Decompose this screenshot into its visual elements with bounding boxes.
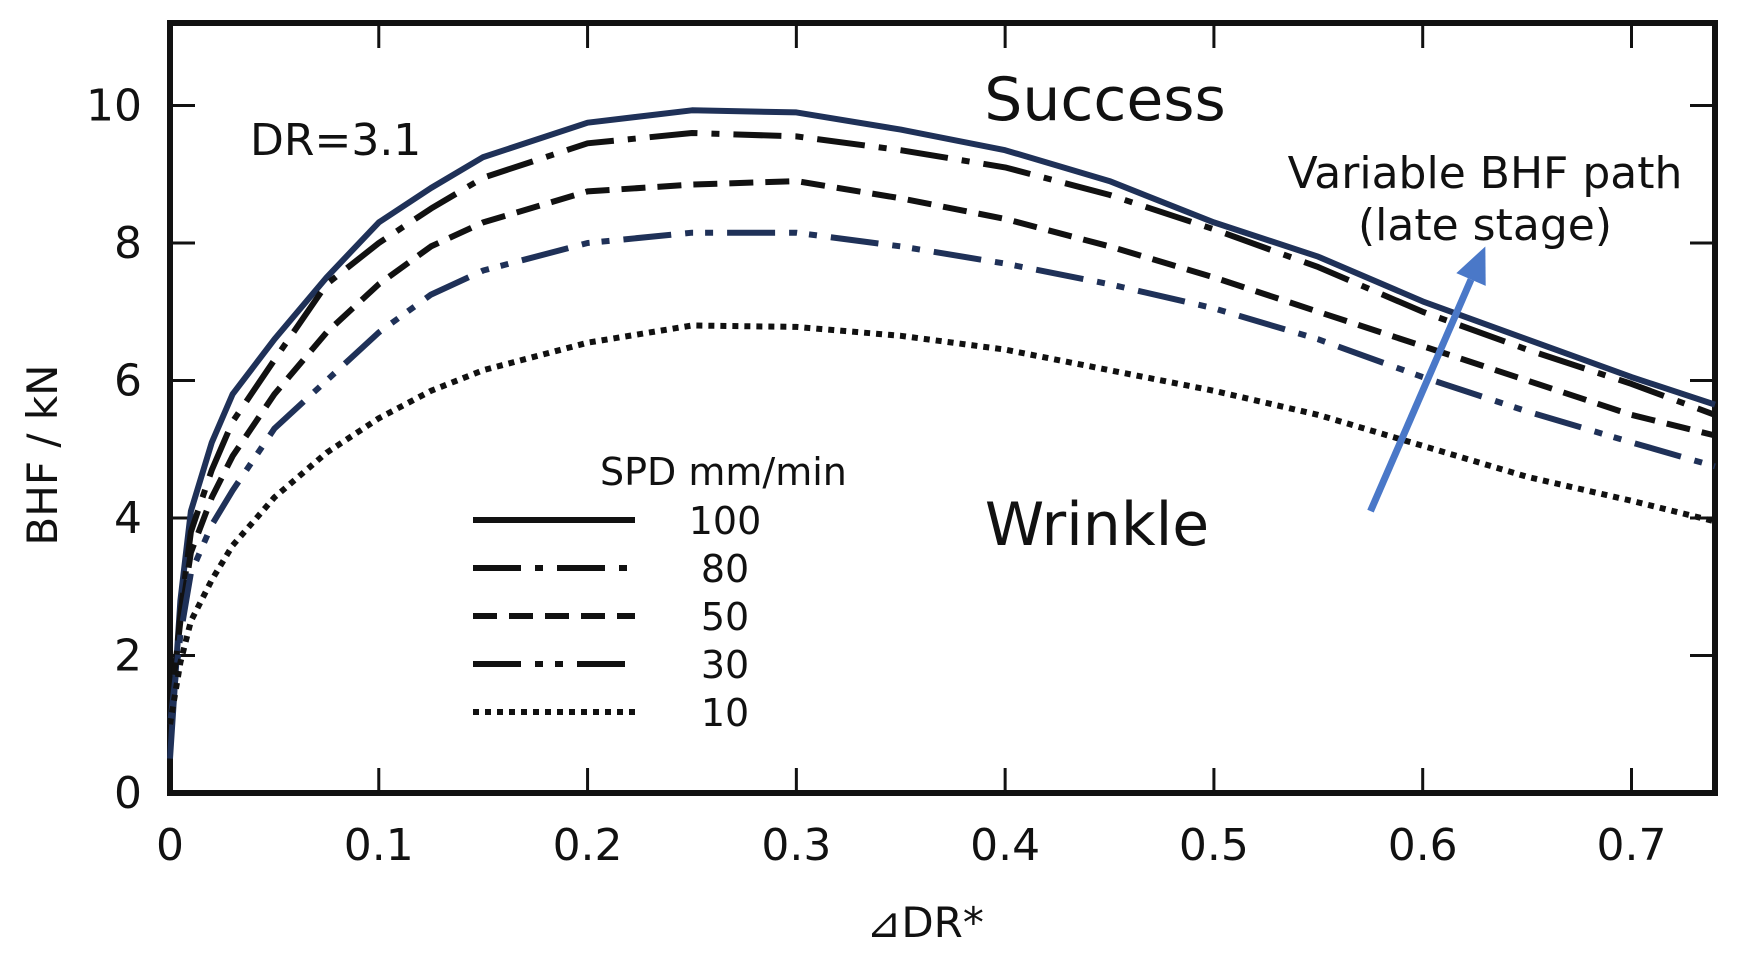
y-tick-label: 6 xyxy=(114,356,142,407)
y-axis-title: BHF / kN xyxy=(18,364,67,545)
series-line-10 xyxy=(167,322,1716,725)
series-line-80 xyxy=(167,130,1717,725)
variable-bhf-arrow xyxy=(1367,246,1486,513)
x-tick-label: 0.7 xyxy=(1596,820,1666,871)
legend-title: SPD mm/min xyxy=(600,450,847,494)
y-tick-label: 10 xyxy=(86,81,142,132)
tick-marks xyxy=(168,23,1715,795)
legend-label-80: 80 xyxy=(701,547,749,591)
arrow-shaft xyxy=(1367,278,1475,513)
y-tick-label: 8 xyxy=(114,218,142,269)
series-line-50 xyxy=(167,178,1716,711)
series-line-30 xyxy=(167,229,1716,725)
legend-label-50: 50 xyxy=(701,595,749,639)
legend-label-30: 30 xyxy=(701,643,749,687)
series-lines xyxy=(167,107,1717,759)
success-annotation: Success xyxy=(984,65,1226,135)
y-tick-label: 0 xyxy=(114,768,142,819)
plot-frame xyxy=(167,20,1718,796)
x-tick-label: 0.5 xyxy=(1179,820,1249,871)
series-line-100 xyxy=(167,107,1716,759)
x-axis-title: ⊿DR* xyxy=(866,898,984,947)
x-tick-label: 0.6 xyxy=(1388,820,1458,871)
path-annotation-line1: Variable BHF path xyxy=(1288,148,1683,199)
x-tick-label: 0.1 xyxy=(344,820,414,871)
x-tick-label: 0 xyxy=(156,820,184,871)
path-annotation-line2: (late stage) xyxy=(1358,200,1612,251)
x-tick-labels: 0 0.1 0.2 0.3 0.4 0.5 0.6 0.7 xyxy=(156,820,1666,871)
y-tick-labels: 0 2 4 6 8 10 xyxy=(86,81,142,820)
dr-annotation: DR=3.1 xyxy=(250,115,421,166)
y-tick-label: 2 xyxy=(114,631,142,682)
wrinkle-annotation: Wrinkle xyxy=(985,490,1209,560)
arrow-head xyxy=(1456,246,1486,286)
x-tick-label: 0.4 xyxy=(970,820,1040,871)
legend-label-100: 100 xyxy=(689,499,762,543)
y-tick-label: 4 xyxy=(114,493,142,544)
x-tick-label: 0.2 xyxy=(553,820,623,871)
x-tick-label: 0.3 xyxy=(761,820,831,871)
legend-label-10: 10 xyxy=(701,691,749,735)
